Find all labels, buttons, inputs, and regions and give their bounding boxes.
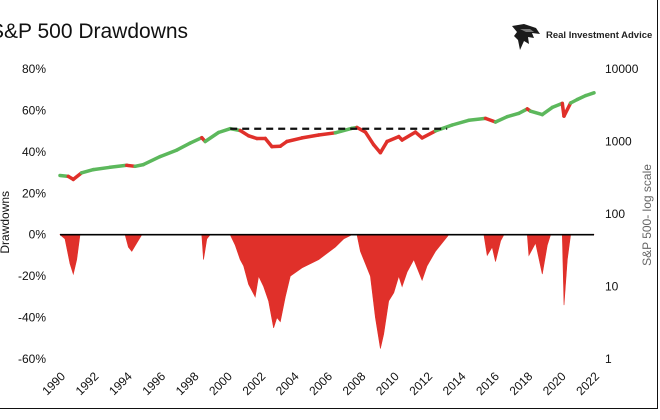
price-segment bbox=[203, 130, 221, 144]
left-tick-label: 0% bbox=[29, 228, 47, 242]
x-tick-label: 2020 bbox=[540, 369, 569, 398]
price-segment bbox=[420, 129, 438, 140]
x-tick-label: 1994 bbox=[106, 369, 135, 398]
x-tick-label: 2010 bbox=[373, 369, 402, 398]
x-tick-label: 1992 bbox=[73, 369, 102, 398]
price-segment bbox=[188, 135, 204, 145]
chart-title: S&P 500 Drawdowns bbox=[0, 20, 189, 43]
left-tick-label: 80% bbox=[22, 62, 46, 76]
price-segment bbox=[300, 133, 321, 140]
right-axis-ticks: 10000 1000 100 10 1 bbox=[605, 62, 639, 366]
price-segment bbox=[385, 134, 401, 144]
drawdown-area bbox=[59, 234, 595, 349]
price-segment bbox=[493, 114, 509, 124]
left-tick-label: -40% bbox=[18, 311, 46, 325]
price-segment bbox=[79, 167, 96, 175]
price-segment bbox=[333, 126, 354, 135]
chart-frame bbox=[0, 0, 658, 409]
price-segment bbox=[483, 116, 498, 124]
price-segment bbox=[540, 105, 555, 117]
price-segment bbox=[71, 171, 84, 182]
left-tick-label: 60% bbox=[22, 103, 46, 117]
x-tick-label: 2012 bbox=[406, 369, 435, 398]
right-tick-label: 100 bbox=[605, 207, 625, 221]
x-tick-label: 2022 bbox=[573, 369, 602, 398]
left-tick-label: -20% bbox=[18, 269, 46, 283]
x-tick-label: 2000 bbox=[206, 369, 235, 398]
x-tick-label: 1998 bbox=[173, 369, 202, 398]
right-tick-label: 1000 bbox=[605, 135, 632, 149]
price-segment bbox=[378, 139, 389, 155]
x-tick-label: 1990 bbox=[39, 369, 68, 398]
right-axis-title: S&P 500- log scale bbox=[640, 164, 654, 266]
price-segment bbox=[433, 123, 454, 133]
x-tick-label: 2016 bbox=[473, 369, 502, 398]
price-segment bbox=[467, 116, 488, 123]
price-line-layer bbox=[58, 91, 596, 182]
x-tick-label: 1996 bbox=[139, 369, 168, 398]
right-tick-label: 10000 bbox=[605, 62, 639, 76]
right-tick-label: 1 bbox=[605, 352, 612, 366]
x-tick-label: 2004 bbox=[273, 369, 302, 398]
x-tick-label: 2008 bbox=[340, 369, 369, 398]
drawdown-area-layer bbox=[59, 234, 595, 349]
price-segment bbox=[363, 130, 376, 147]
brand-name: Real Investment Advice bbox=[546, 30, 653, 41]
price-segment bbox=[216, 126, 232, 135]
price-segment bbox=[175, 141, 192, 152]
price-segment bbox=[583, 91, 596, 98]
left-axis-title: Drawdowns bbox=[0, 191, 12, 254]
left-tick-label: 20% bbox=[22, 186, 46, 200]
left-tick-label: 40% bbox=[22, 145, 46, 159]
price-segment bbox=[400, 130, 418, 142]
price-segment bbox=[91, 165, 112, 172]
price-segment bbox=[158, 148, 179, 159]
price-segment bbox=[285, 136, 304, 144]
x-tick-label: 2014 bbox=[440, 369, 469, 398]
x-tick-label: 2002 bbox=[240, 369, 269, 398]
price-segment bbox=[316, 131, 338, 137]
x-tick-label: 2006 bbox=[306, 369, 335, 398]
right-tick-label: 10 bbox=[605, 280, 619, 294]
price-segment bbox=[141, 154, 162, 167]
price-segment bbox=[108, 163, 129, 170]
price-segment bbox=[450, 118, 471, 127]
eagle-logo-icon bbox=[512, 24, 540, 50]
price-segment bbox=[505, 111, 521, 119]
price-segment bbox=[562, 101, 573, 118]
price-segment bbox=[528, 109, 545, 117]
brand-logo: Real Investment Advice bbox=[510, 22, 660, 52]
left-axis-ticks: 80% 60% 40% 20% 0% -20% -40% -60% bbox=[18, 62, 46, 366]
x-tick-label: 2018 bbox=[507, 369, 536, 398]
left-tick-label: -60% bbox=[18, 352, 46, 366]
x-axis-ticks: 1990 1992 1994 1996 1998 2000 2002 2004 2006 2008… bbox=[39, 369, 602, 398]
